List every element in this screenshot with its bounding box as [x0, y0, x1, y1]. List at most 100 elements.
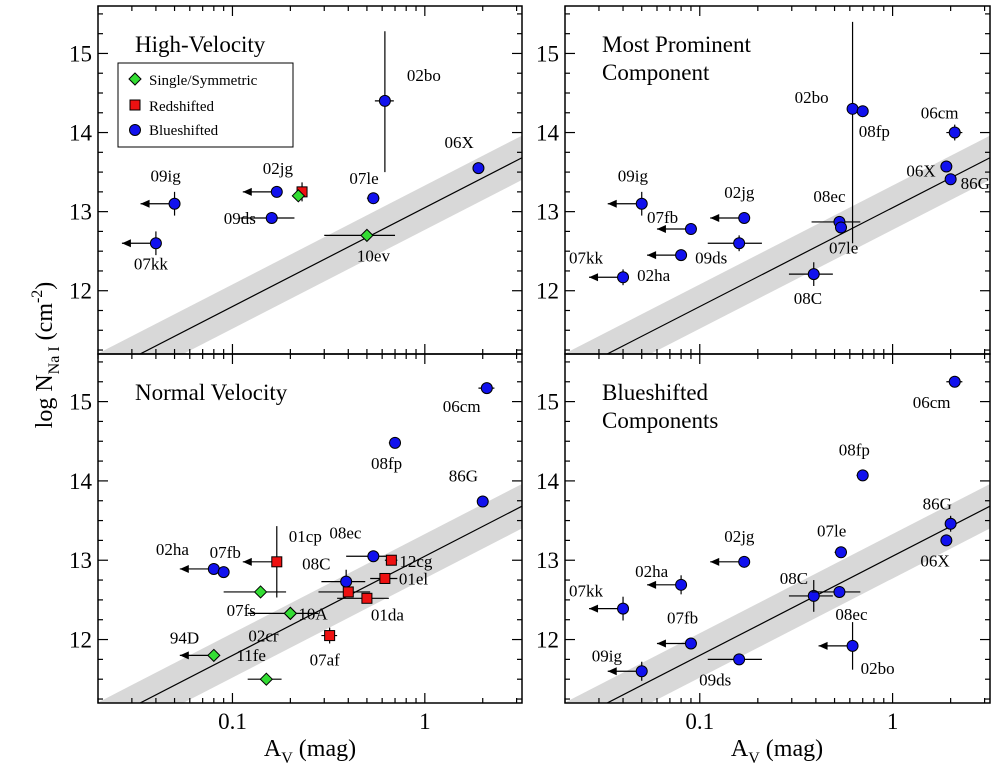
- marker-diamond: [207, 648, 221, 663]
- point-label: 02ha: [637, 266, 671, 285]
- point-label: 06X: [920, 551, 949, 570]
- marker-circle: [944, 173, 957, 186]
- point-label: 08ec: [813, 187, 846, 206]
- y-tick-label: 15: [536, 41, 559, 66]
- data-point: 01cp: [242, 526, 322, 598]
- x-axis-title-left: AV (mag): [264, 736, 356, 767]
- point-label: 07le: [817, 521, 846, 540]
- marker-circle: [168, 197, 181, 210]
- point-label: 86G: [449, 467, 478, 486]
- marker-circle: [948, 126, 961, 139]
- marker-circle: [265, 211, 278, 224]
- y-axis-title-close: ): [32, 282, 58, 290]
- point-label: 08ec: [329, 523, 362, 542]
- data-point: 02bo: [818, 622, 895, 678]
- point-label: 08fp: [371, 454, 402, 473]
- panel-title: Most Prominent: [602, 32, 751, 57]
- point-label: 07fb: [210, 543, 241, 562]
- x-axis-title-right-main: A: [731, 736, 749, 762]
- arrow-head-icon: [589, 604, 599, 613]
- marker-square: [379, 572, 391, 584]
- marker-circle: [846, 102, 859, 115]
- relation-band: [98, 483, 522, 703]
- marker-square: [342, 586, 354, 598]
- arrow-head-icon: [656, 639, 666, 648]
- point-label: 09ds: [699, 670, 731, 689]
- data-point: 09ds: [699, 653, 762, 689]
- marker-circle: [856, 105, 869, 118]
- y-tick-label: 12: [536, 628, 559, 653]
- y-tick-label: 15: [69, 41, 92, 66]
- point-label: 02bo: [407, 66, 441, 85]
- legend: Single/Symmetric Redshifted Blueshifted: [117, 62, 294, 148]
- panel-title: High-Velocity: [135, 32, 266, 57]
- point-label: 08fp: [859, 122, 890, 141]
- legend-box: [117, 62, 294, 148]
- marker-circle: [940, 534, 953, 547]
- point-label: 08C: [780, 569, 808, 588]
- marker-circle: [856, 469, 869, 482]
- marker-circle: [738, 555, 751, 568]
- data-point: [318, 586, 371, 598]
- data-point: 09ds: [695, 235, 762, 267]
- panel-frame: [97, 353, 523, 704]
- relation-group: [98, 135, 522, 354]
- marker-circle: [476, 495, 489, 508]
- data-point: 08fp: [371, 436, 402, 473]
- panel-3: 12 13 14 15 0.1 1 Blueshifted Components 06cm 08f…: [536, 353, 991, 734]
- data-point: 08ec: [329, 523, 394, 563]
- data-point: 08C: [788, 262, 833, 308]
- marker-circle: [149, 237, 162, 250]
- marker-circle: [340, 575, 353, 588]
- panel-title: Normal Velocity: [135, 380, 288, 405]
- data-points: 02bo 08fp 06cm 06X 86G 09ig 02jg 07fb 09ds 02ha 07…: [569, 21, 990, 308]
- marker-circle: [675, 578, 688, 591]
- x-axis-title-right-sub: V: [748, 750, 760, 767]
- data-point: 02ha: [637, 249, 688, 285]
- y-tick-label: 13: [536, 548, 559, 573]
- arrow-head-icon: [710, 213, 720, 222]
- marker-circle: [675, 249, 688, 262]
- y-axis-title-unit: (cm: [32, 303, 58, 347]
- data-point: 02bo: [795, 21, 859, 244]
- data-points: 02bo 06X 07le 02jg 09ig 09ds 07kk 10ev: [121, 31, 485, 273]
- point-label: 08fp: [839, 440, 870, 459]
- x-ticks: [564, 6, 986, 354]
- y-axis-title-sub: Na I: [46, 346, 63, 374]
- marker-diamond: [253, 585, 268, 599]
- arrow-head-icon: [121, 239, 131, 248]
- marker-circle: [378, 94, 391, 107]
- x-tick-label: 1: [419, 709, 431, 734]
- marker-square: [385, 554, 397, 566]
- x-ticks: [97, 354, 518, 703]
- arrow-head-icon: [607, 199, 617, 208]
- marker-diamond: [360, 228, 374, 243]
- point-label: 09ig: [592, 646, 623, 665]
- data-point: 02ha: [156, 540, 220, 575]
- y-tick-label: 14: [69, 469, 93, 494]
- point-label: 02bo: [795, 88, 829, 107]
- marker-circle: [940, 160, 953, 173]
- data-point: 02jg: [710, 527, 755, 568]
- y-axis-title: log NNa I (cm-2): [29, 282, 63, 429]
- marker-circle: [367, 192, 380, 205]
- data-point: 02bo: [374, 31, 441, 173]
- data-point: 12cg: [384, 552, 433, 571]
- data-point: 02cr: [248, 606, 298, 645]
- marker-circle: [846, 639, 859, 652]
- point-label: 09ig: [618, 167, 649, 186]
- arrow-head-icon: [242, 557, 252, 566]
- point-label: 11fe: [236, 646, 266, 665]
- point-label: 07kk: [134, 254, 169, 273]
- data-point: 06cm: [921, 104, 963, 141]
- relation-line: [138, 157, 522, 354]
- arrow-head-icon: [589, 273, 599, 282]
- data-point: 07le: [817, 521, 847, 559]
- panel-title: Component: [602, 60, 710, 85]
- marker-circle: [684, 223, 697, 236]
- data-point: 02ha: [635, 562, 688, 595]
- data-point: 01da: [337, 592, 404, 624]
- point-label: 86G: [961, 174, 990, 193]
- marker-circle: [684, 637, 697, 650]
- y-tick-label: 14: [69, 121, 93, 146]
